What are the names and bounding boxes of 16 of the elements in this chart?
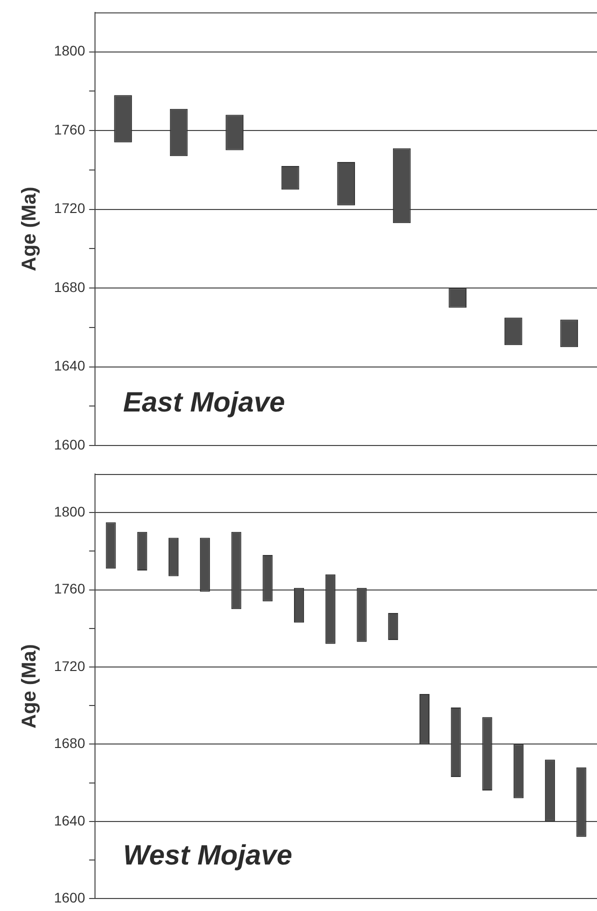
y-tick-label: 1760 xyxy=(54,580,86,597)
y-tick-label: 1800 xyxy=(54,42,86,59)
y-tick-label: 1680 xyxy=(54,278,86,295)
annotation: East Mojave xyxy=(123,386,286,418)
y-tick-label: 1640 xyxy=(54,812,86,828)
y-tick-label: 1720 xyxy=(54,200,86,216)
y-axis-title: Age (Ma) xyxy=(18,186,41,272)
y-tick-label: 1760 xyxy=(54,121,86,138)
y-tick-label: 1600 xyxy=(54,889,86,906)
y-axis-title: Age (Ma) xyxy=(18,644,41,729)
y-tick-label: 1720 xyxy=(54,658,86,674)
y-tick-label: 1680 xyxy=(54,735,86,752)
annotation: West Mojave xyxy=(123,840,292,871)
y-tick-label: 1800 xyxy=(54,503,86,520)
y-tick-label: 1600 xyxy=(54,436,86,452)
y-tick-label: 1640 xyxy=(54,358,86,374)
